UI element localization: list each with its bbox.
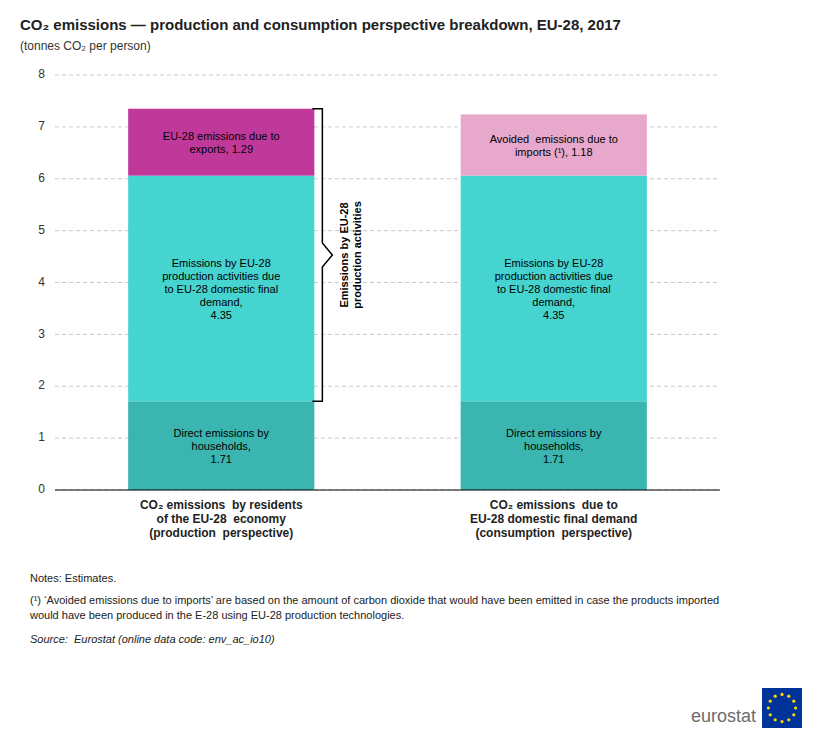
grid: [55, 75, 720, 490]
bar-segment: [128, 401, 314, 490]
chart: CO₂ emissions — production and consumpti…: [0, 0, 822, 741]
data-labels: Direct emissions byhouseholds,1.71 Direct…: [162, 130, 618, 465]
logo-star: [780, 693, 783, 696]
logo-star: [792, 713, 795, 716]
x-axis: [55, 490, 720, 491]
logo-star: [787, 695, 790, 698]
y-tick-label: 8: [38, 67, 45, 81]
y-tick-label: 2: [38, 378, 45, 392]
data-label: Emissions by EU-28production activities …: [495, 257, 613, 321]
data-label: Emissions by EU-28production activities …: [162, 257, 280, 321]
y-tick-label: 5: [38, 223, 45, 237]
logo-star: [774, 695, 777, 698]
grid-line: [55, 75, 720, 76]
data-label: Direct emissions byhouseholds,1.71: [174, 427, 270, 465]
bar-segment: [461, 401, 647, 490]
bar-segment: [128, 176, 314, 402]
logo-star: [767, 706, 770, 709]
brace: [312, 109, 332, 402]
y-tick-label: 6: [38, 171, 45, 185]
bar-segment: [128, 109, 314, 176]
logo-star: [769, 713, 772, 716]
logo-star: [780, 720, 783, 723]
background: [0, 0, 822, 741]
logo-star: [794, 706, 797, 709]
logo: [762, 688, 802, 728]
y-tick-label: 4: [38, 275, 45, 289]
y-tick-label: 3: [38, 327, 45, 341]
bars: [128, 109, 647, 490]
logo-star: [769, 700, 772, 703]
note: would have been produced in the E-28 usi…: [29, 609, 404, 621]
data-label: EU-28 emissions due toexports, 1.29: [163, 130, 280, 155]
title: CO₂ emissions — production and consumpti…: [20, 16, 621, 33]
data-label: Direct emissions byhouseholds,1.71: [506, 427, 602, 465]
logo-star: [774, 718, 777, 721]
logo-star: [787, 718, 790, 721]
x-tick-label: CO₂ emissions by residentsof the EU-28 e…: [140, 498, 303, 540]
y-tick-label: 1: [38, 430, 45, 444]
logo-star: [792, 700, 795, 703]
y-tick-label: 0: [38, 482, 45, 496]
logo-text: eurostat: [691, 706, 756, 726]
x-tick-label: CO₂ emissions due toEU-28 domestic final…: [470, 498, 637, 540]
bar-segment: [461, 176, 647, 402]
y-tick-label: 7: [38, 119, 45, 133]
grid-line: [55, 490, 720, 491]
note: Notes: Estimates.: [30, 572, 116, 584]
data-label: Avoided emissions due toimports (¹), 1.1…: [490, 133, 618, 158]
subtitle: (tonnes CO₂ per person): [20, 39, 151, 53]
source: Source: Eurostat (online data code: env_…: [30, 633, 275, 645]
bar-segment: [461, 114, 647, 175]
note: (¹) ‘Avoided emissions due to imports’ a…: [30, 594, 719, 606]
brace-label: Emissions by EU-28production activities: [338, 201, 363, 309]
